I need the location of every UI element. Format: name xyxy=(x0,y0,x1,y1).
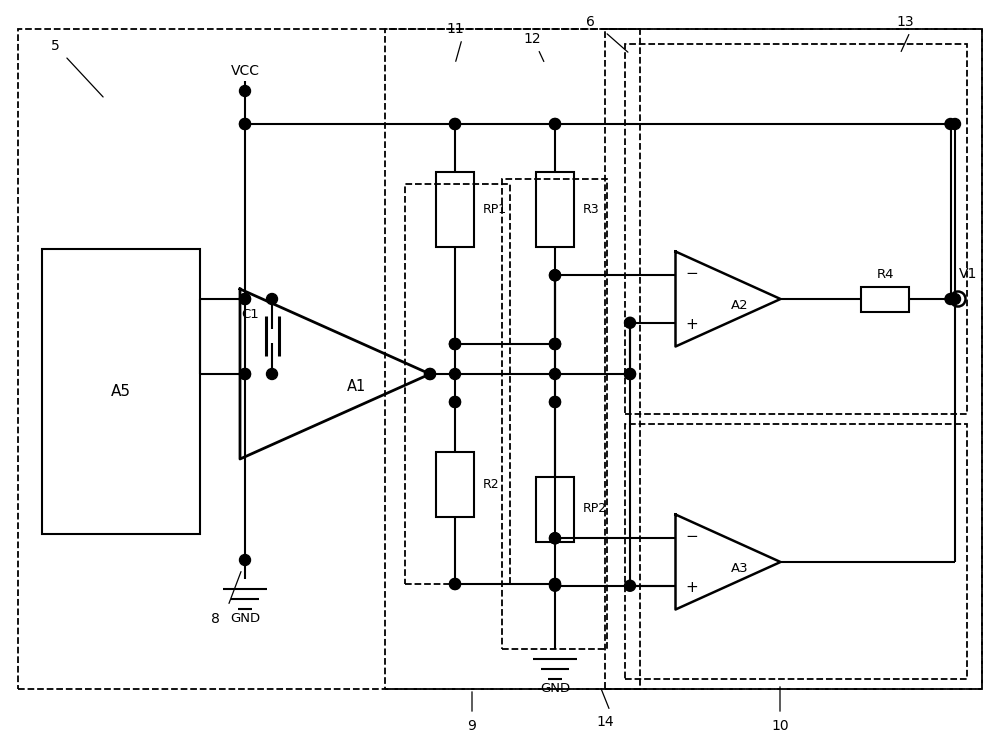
Bar xyxy=(405,184,510,584)
Circle shape xyxy=(450,579,461,589)
Circle shape xyxy=(550,339,560,350)
Text: +: + xyxy=(685,580,698,595)
Circle shape xyxy=(240,293,251,304)
Circle shape xyxy=(550,579,560,589)
Text: RP1: RP1 xyxy=(483,202,507,216)
Text: VCC: VCC xyxy=(231,64,260,78)
Circle shape xyxy=(450,397,461,408)
Text: 13: 13 xyxy=(896,15,914,29)
Bar xyxy=(625,424,967,679)
Text: 11: 11 xyxy=(446,22,464,36)
Text: 6: 6 xyxy=(586,15,594,29)
Bar xyxy=(502,179,607,649)
Circle shape xyxy=(550,580,560,591)
Circle shape xyxy=(624,368,636,379)
Bar xyxy=(436,172,474,246)
Circle shape xyxy=(550,533,560,544)
Bar xyxy=(605,29,982,689)
Circle shape xyxy=(267,368,278,379)
Circle shape xyxy=(550,339,560,350)
Circle shape xyxy=(425,368,436,379)
Circle shape xyxy=(550,397,560,408)
Circle shape xyxy=(945,293,956,304)
Circle shape xyxy=(550,368,560,379)
Circle shape xyxy=(425,368,436,379)
Circle shape xyxy=(240,368,251,379)
Circle shape xyxy=(950,292,966,307)
Text: 9: 9 xyxy=(468,719,476,733)
Text: A1: A1 xyxy=(347,379,367,394)
Text: R4: R4 xyxy=(876,268,894,280)
Circle shape xyxy=(550,118,560,129)
Circle shape xyxy=(950,293,961,304)
Circle shape xyxy=(240,86,251,97)
Bar xyxy=(385,29,640,689)
Circle shape xyxy=(240,118,251,129)
Text: R2: R2 xyxy=(483,478,500,490)
Text: A2: A2 xyxy=(731,298,749,312)
Circle shape xyxy=(450,579,461,589)
Text: GND: GND xyxy=(230,612,260,626)
Circle shape xyxy=(450,397,461,408)
Text: 8: 8 xyxy=(211,612,219,626)
Circle shape xyxy=(450,368,461,379)
Text: A3: A3 xyxy=(731,562,749,574)
Text: 12: 12 xyxy=(523,32,541,46)
Bar xyxy=(18,29,982,689)
Circle shape xyxy=(945,118,956,129)
Circle shape xyxy=(550,397,560,408)
Circle shape xyxy=(450,339,461,350)
Text: RP2: RP2 xyxy=(583,502,607,516)
Text: −: − xyxy=(685,529,698,544)
Text: R3: R3 xyxy=(583,202,600,216)
Circle shape xyxy=(450,339,461,350)
Bar xyxy=(436,452,474,516)
Circle shape xyxy=(950,118,961,129)
Text: 14: 14 xyxy=(596,715,614,729)
Text: GND: GND xyxy=(540,682,570,696)
Circle shape xyxy=(624,580,636,591)
Circle shape xyxy=(550,270,560,280)
Circle shape xyxy=(240,293,251,304)
Circle shape xyxy=(240,554,251,565)
Text: C1: C1 xyxy=(241,307,259,321)
Text: V1: V1 xyxy=(959,267,977,281)
Bar xyxy=(536,172,574,246)
Circle shape xyxy=(450,118,461,129)
Circle shape xyxy=(550,270,560,280)
Text: 5: 5 xyxy=(51,39,59,53)
Bar xyxy=(861,286,909,312)
Text: +: + xyxy=(685,317,698,333)
Circle shape xyxy=(624,317,636,328)
Circle shape xyxy=(550,118,560,129)
Circle shape xyxy=(240,368,251,379)
Bar xyxy=(536,476,574,542)
Bar xyxy=(625,44,967,414)
Bar xyxy=(42,249,200,534)
Circle shape xyxy=(450,339,461,350)
Circle shape xyxy=(624,368,636,379)
Circle shape xyxy=(550,579,560,589)
Text: 10: 10 xyxy=(771,719,789,733)
Circle shape xyxy=(450,118,461,129)
Circle shape xyxy=(550,339,560,350)
Text: A5: A5 xyxy=(111,384,131,399)
Text: −: − xyxy=(685,266,698,280)
Circle shape xyxy=(267,293,278,304)
Circle shape xyxy=(550,533,560,544)
Circle shape xyxy=(240,118,251,129)
